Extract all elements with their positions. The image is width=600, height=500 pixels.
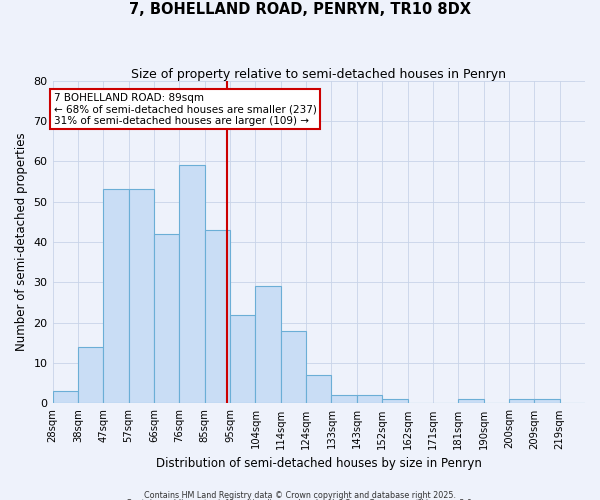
Bar [306, 375, 331, 404]
Bar [256, 286, 281, 404]
Text: 7 BOHELLAND ROAD: 89sqm
← 68% of semi-detached houses are smaller (237)
31% of s: 7 BOHELLAND ROAD: 89sqm ← 68% of semi-de… [54, 92, 317, 126]
Bar [509, 400, 534, 404]
Bar [53, 392, 78, 404]
Title: Size of property relative to semi-detached houses in Penryn: Size of property relative to semi-detach… [131, 68, 506, 80]
Bar [534, 400, 560, 404]
Bar [78, 347, 103, 404]
Bar [103, 190, 128, 404]
Bar [230, 314, 256, 404]
Bar [458, 400, 484, 404]
Bar [179, 166, 205, 404]
Bar [154, 234, 179, 404]
X-axis label: Distribution of semi-detached houses by size in Penryn: Distribution of semi-detached houses by … [156, 457, 482, 470]
Y-axis label: Number of semi-detached properties: Number of semi-detached properties [15, 132, 28, 352]
Bar [205, 230, 230, 404]
Bar [357, 396, 382, 404]
Text: 7, BOHELLAND ROAD, PENRYN, TR10 8DX: 7, BOHELLAND ROAD, PENRYN, TR10 8DX [129, 2, 471, 18]
Bar [128, 190, 154, 404]
Bar [281, 331, 306, 404]
Text: Contains HM Land Registry data © Crown copyright and database right 2025.: Contains HM Land Registry data © Crown c… [144, 490, 456, 500]
Bar [331, 396, 357, 404]
Bar [382, 400, 407, 404]
